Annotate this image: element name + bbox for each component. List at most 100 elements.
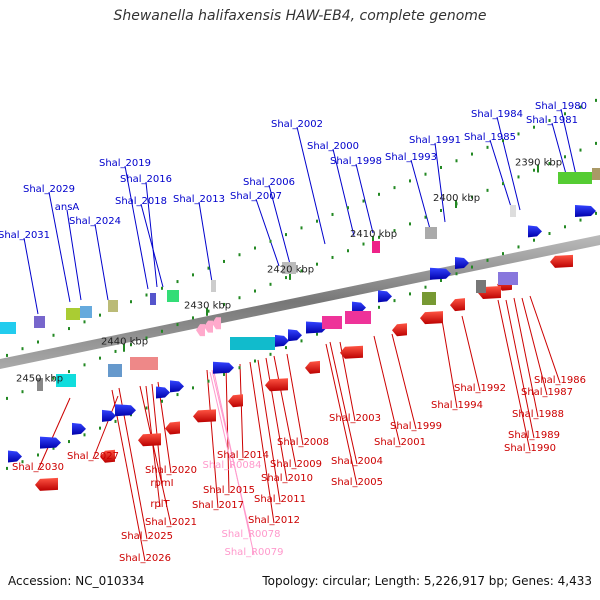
outer-tick-dot <box>548 161 551 165</box>
leader-line <box>140 203 164 288</box>
inner-tick-dot <box>378 305 380 309</box>
feature-box <box>230 337 275 350</box>
inner-tick-dot <box>161 399 163 403</box>
gene-label: Shal_1980 <box>535 101 587 112</box>
outer-tick-dot <box>83 363 86 367</box>
feature-box <box>80 306 92 318</box>
leader-line <box>325 343 358 486</box>
outer-tick-dot <box>176 280 179 284</box>
gene-label: rplT <box>150 499 170 510</box>
forward-gene-arrow <box>306 321 327 334</box>
leader-line <box>37 397 71 471</box>
outer-tick-dot <box>424 215 427 219</box>
outer-tick-dot <box>564 155 566 159</box>
leader-line <box>332 148 355 237</box>
feature-box <box>422 292 436 305</box>
inner-tick-dot <box>68 440 70 444</box>
outer-tick-dot <box>409 179 411 183</box>
leader-line <box>145 181 158 288</box>
leader-line <box>355 163 374 234</box>
features-layer <box>0 168 600 491</box>
outer-tick-dot <box>533 125 535 129</box>
inner-tick-dot <box>517 245 520 249</box>
gene-label: Shal_R0084 <box>203 460 262 471</box>
map-title: Shewanella halifaxensis HAW-EB4, complet… <box>113 8 487 24</box>
gene-label: Shal_2002 <box>271 119 323 130</box>
outer-tick-dot <box>21 390 24 394</box>
leader-line <box>521 297 548 396</box>
leader-line <box>329 341 358 465</box>
leader-line <box>198 201 213 283</box>
gene-label: Shal_1999 <box>390 421 442 432</box>
forward-gene-arrow <box>8 450 22 463</box>
inner-tick-dot <box>316 332 318 336</box>
outer-tick-dot <box>269 282 272 286</box>
outer-tick-dot <box>161 329 163 333</box>
forward-gene-arrow <box>275 334 289 347</box>
gene-label: Shal_1991 <box>409 135 461 146</box>
outer-tick-dot <box>502 139 504 143</box>
accession-text: Accession: NC_010334 <box>8 574 145 588</box>
outer-tick-dot <box>378 192 380 196</box>
leader-line <box>249 361 275 524</box>
scale-tick <box>372 235 374 244</box>
gene-label: Shal_2007 <box>230 191 282 202</box>
inner-tick-dot <box>192 386 194 390</box>
outer-tick-dot <box>99 356 101 360</box>
outer-tick-dot <box>285 276 287 280</box>
gene-label: Shal_1992 <box>454 383 506 394</box>
leader-line <box>497 299 531 452</box>
genome-backbone <box>0 235 600 369</box>
outer-tick-dot <box>393 229 396 233</box>
reverse-gene-arrow <box>228 394 243 408</box>
outer-tick-dot <box>6 396 8 400</box>
outer-tick-dot <box>409 222 411 226</box>
gene-label: Shal_1993 <box>385 152 437 163</box>
forward-gene-arrow <box>213 361 234 374</box>
inner-tick-dot <box>564 225 566 229</box>
gene-label: Shal_1998 <box>330 156 382 167</box>
leader-line <box>434 142 446 223</box>
leader-line <box>441 319 458 409</box>
leader-line <box>273 355 297 468</box>
leader-line <box>461 315 481 392</box>
forward-gene-arrow <box>72 422 86 435</box>
inner-tick-dot <box>548 231 551 235</box>
outer-tick-dot <box>52 376 55 380</box>
gene-label: Shal_2013 <box>173 194 225 205</box>
outer-tick-dot <box>393 186 396 190</box>
outer-tick-dot <box>300 269 303 273</box>
leader-line <box>391 333 417 430</box>
outer-tick-dot <box>455 159 458 163</box>
leader-line <box>265 357 288 482</box>
outer-tick-dot <box>161 286 163 290</box>
outer-tick-dot <box>269 239 272 243</box>
reverse-gene-arrow <box>138 433 161 447</box>
outer-tick-dot <box>223 302 225 306</box>
outer-tick-dot <box>99 313 101 317</box>
scale-label: 2410 kbp <box>350 229 397 240</box>
gene-label: Shal_1989 <box>508 430 560 441</box>
gene-label: Shal_2030 <box>12 462 64 473</box>
feature-box <box>282 262 296 274</box>
gene-label: Shal_2008 <box>277 437 329 448</box>
outer-tick-dot <box>316 262 318 266</box>
scale-tick <box>123 343 125 352</box>
feature-box <box>150 293 156 305</box>
scale-label: 2450 kbp <box>16 373 63 384</box>
forward-gene-arrow <box>378 290 392 303</box>
forward-gene-arrow <box>352 301 366 314</box>
inner-tick-dot <box>502 252 504 256</box>
reverse-gene-arrow <box>340 345 363 359</box>
forward-gene-arrow <box>575 205 596 218</box>
track-layer <box>0 98 600 470</box>
outer-tick-dot <box>145 293 148 297</box>
reverse-gene-arrow <box>165 421 180 435</box>
reverse-gene-arrow <box>550 254 573 268</box>
reverse-gene-arrow <box>100 449 115 463</box>
inner-tick-dot <box>37 453 39 457</box>
outer-tick-dot <box>471 195 473 199</box>
leader-line <box>239 363 244 459</box>
reverse-gene-arrow <box>265 378 288 392</box>
gene-label: Shal_1985 <box>464 132 516 143</box>
